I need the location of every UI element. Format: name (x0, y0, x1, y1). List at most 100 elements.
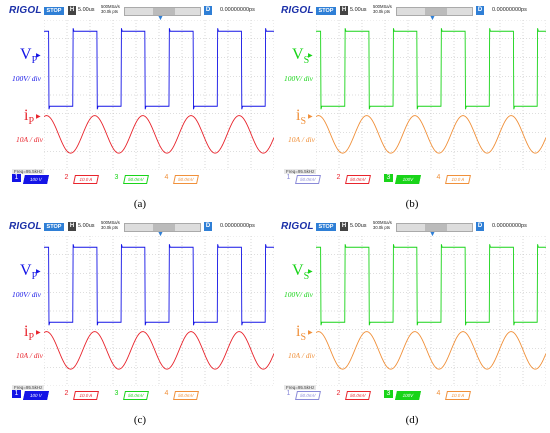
current-subscript: P (28, 332, 35, 344)
delay-label: D (204, 6, 212, 15)
trigger-position-icon: ▼ (157, 15, 164, 22)
channel-number[interactable]: 2 (336, 390, 341, 397)
run-state-badge[interactable]: STOP (316, 223, 336, 231)
voltage-symbol: V (292, 262, 304, 279)
delay-readout[interactable]: 0.00000000ps (220, 7, 255, 13)
memory-depth: 30.0k pts (373, 225, 390, 230)
channel-number[interactable]: 1 (12, 390, 21, 398)
channel-number[interactable]: 4 (436, 174, 441, 181)
voltage-channel-marker-icon: ▶ (308, 53, 313, 59)
frequency-readout: Freq=95.5kHz (12, 169, 45, 174)
current-label: iS (296, 323, 306, 343)
timebase-readout[interactable]: 5.00us (350, 223, 367, 229)
run-state-badge[interactable]: STOP (44, 223, 64, 231)
panel-caption: (c) (133, 414, 147, 426)
current-trace (316, 331, 546, 370)
channel-scale-box[interactable]: 50.0mV (123, 391, 149, 400)
voltage-channel-marker-icon: ▶ (36, 53, 41, 59)
timebase-readout[interactable]: 5.00us (78, 7, 95, 13)
current-subscript: S (300, 332, 307, 344)
channel-number[interactable]: 2 (336, 174, 341, 181)
channel-number[interactable]: 3 (114, 174, 119, 181)
channel-scale-box[interactable]: 100 V (23, 175, 49, 184)
trigger-position-icon: ▼ (429, 15, 436, 22)
acquisition-info: 500MSa/s 30.0k pts (373, 220, 392, 230)
frequency-readout: Freq=95.5kHz (284, 169, 317, 174)
current-scale: 10A / div (16, 351, 43, 360)
current-scale: 10A / div (16, 135, 43, 144)
current-label: iS (296, 107, 306, 127)
timebase-readout[interactable]: 5.00us (78, 223, 95, 229)
channel-number[interactable]: 1 (286, 174, 291, 181)
channel-number[interactable]: 4 (164, 390, 169, 397)
channel-scale-box[interactable]: 100V (395, 175, 421, 184)
memory-strip (396, 7, 473, 16)
memory-depth: 30.0k pts (101, 9, 118, 14)
horizontal-label: H (340, 222, 348, 231)
channel-number[interactable]: 2 (64, 390, 69, 397)
memory-depth: 30.0k pts (373, 9, 390, 14)
scope-panel: RIGOL STOP H 5.00us 500MSa/s 30.0k pts D 0.0000… (278, 220, 546, 432)
channel-number[interactable]: 4 (436, 390, 441, 397)
run-state-badge[interactable]: STOP (316, 7, 336, 15)
sample-rate: 500MSa/s (101, 220, 120, 225)
current-symbol: i (24, 323, 29, 340)
current-trace (44, 331, 274, 370)
channel-number[interactable]: 3 (384, 390, 393, 398)
current-symbol: i (296, 107, 301, 124)
voltage-scale: 100V/ div (284, 290, 313, 299)
channel-scale-box[interactable]: 10.0 A (445, 391, 471, 400)
waveform-grid (44, 236, 274, 386)
channel-scale-box[interactable]: 100V (395, 391, 421, 400)
channel-scale-box[interactable]: 50.0mV (295, 175, 321, 184)
current-label: iP (24, 107, 34, 127)
channel-scale-box[interactable]: 50.0mV (345, 175, 371, 184)
channel-bar: Freq=95.5kHz 1 50.0mV 2 50.0mV 3 100V 4 10.0 A (278, 169, 546, 184)
delay-readout[interactable]: 0.00000000ps (492, 7, 527, 13)
frequency-readout: Freq=95.5kHz (12, 385, 45, 390)
timebase-readout[interactable]: 5.00us (350, 7, 367, 13)
channel-number[interactable]: 3 (384, 174, 393, 182)
brand-logo: RIGOL (281, 5, 314, 16)
delay-label: D (476, 6, 484, 15)
brand-logo: RIGOL (9, 221, 42, 232)
horizontal-label: H (68, 222, 76, 231)
current-subscript: P (28, 116, 35, 128)
channel-scale-box[interactable]: 100 V (23, 391, 49, 400)
memory-window (425, 224, 447, 231)
channel-scale-box[interactable]: 50.0mV (173, 175, 199, 184)
voltage-scale: 100V/ div (284, 74, 313, 83)
channel-number[interactable]: 1 (286, 390, 291, 397)
scope-header: RIGOL STOP H 5.00us 500MSa/s 30.0k pts D 0.0000… (278, 4, 546, 18)
scope-panel: RIGOL STOP H 5.00us 500MSa/s 30.0k pts D 0.0000… (6, 220, 274, 432)
current-symbol: i (24, 107, 29, 124)
channel-scale-box[interactable]: 50.0mV (345, 391, 371, 400)
panel-caption: (b) (405, 198, 419, 210)
scope-header: RIGOL STOP H 5.00us 500MSa/s 30.0k pts D 0.0000… (6, 4, 274, 18)
current-trace (316, 115, 546, 154)
delay-readout[interactable]: 0.00000000ps (492, 223, 527, 229)
voltage-label: VP (20, 46, 37, 66)
channel-scale-box[interactable]: 50.0mV (123, 175, 149, 184)
channel-scale-box[interactable]: 50.0mV (295, 391, 321, 400)
channel-scale-box[interactable]: 10.0 A (73, 391, 99, 400)
waveform-grid (316, 236, 546, 386)
channel-number[interactable]: 1 (12, 174, 21, 182)
voltage-trace (316, 28, 546, 110)
channel-scale-box[interactable]: 10.0 A (73, 175, 99, 184)
channel-number[interactable]: 4 (164, 174, 169, 181)
channel-scale-box[interactable]: 50.0mV (173, 391, 199, 400)
run-state-badge[interactable]: STOP (44, 7, 64, 15)
brand-logo: RIGOL (281, 221, 314, 232)
horizontal-label: H (340, 6, 348, 15)
brand-logo: RIGOL (9, 5, 42, 16)
current-subscript: S (300, 116, 307, 128)
channel-bar: Freq=95.5kHz 1 100 V 2 10.0 A 3 50.0mV 4 50.0mV (6, 169, 274, 184)
channel-number[interactable]: 2 (64, 174, 69, 181)
voltage-label: VS (292, 262, 309, 282)
delay-readout[interactable]: 0.00000000ps (220, 223, 255, 229)
channel-scale-box[interactable]: 10.0 A (445, 175, 471, 184)
current-channel-marker-icon: ▶ (308, 114, 313, 120)
channel-number[interactable]: 3 (114, 390, 119, 397)
sample-rate: 500MSa/s (373, 220, 392, 225)
